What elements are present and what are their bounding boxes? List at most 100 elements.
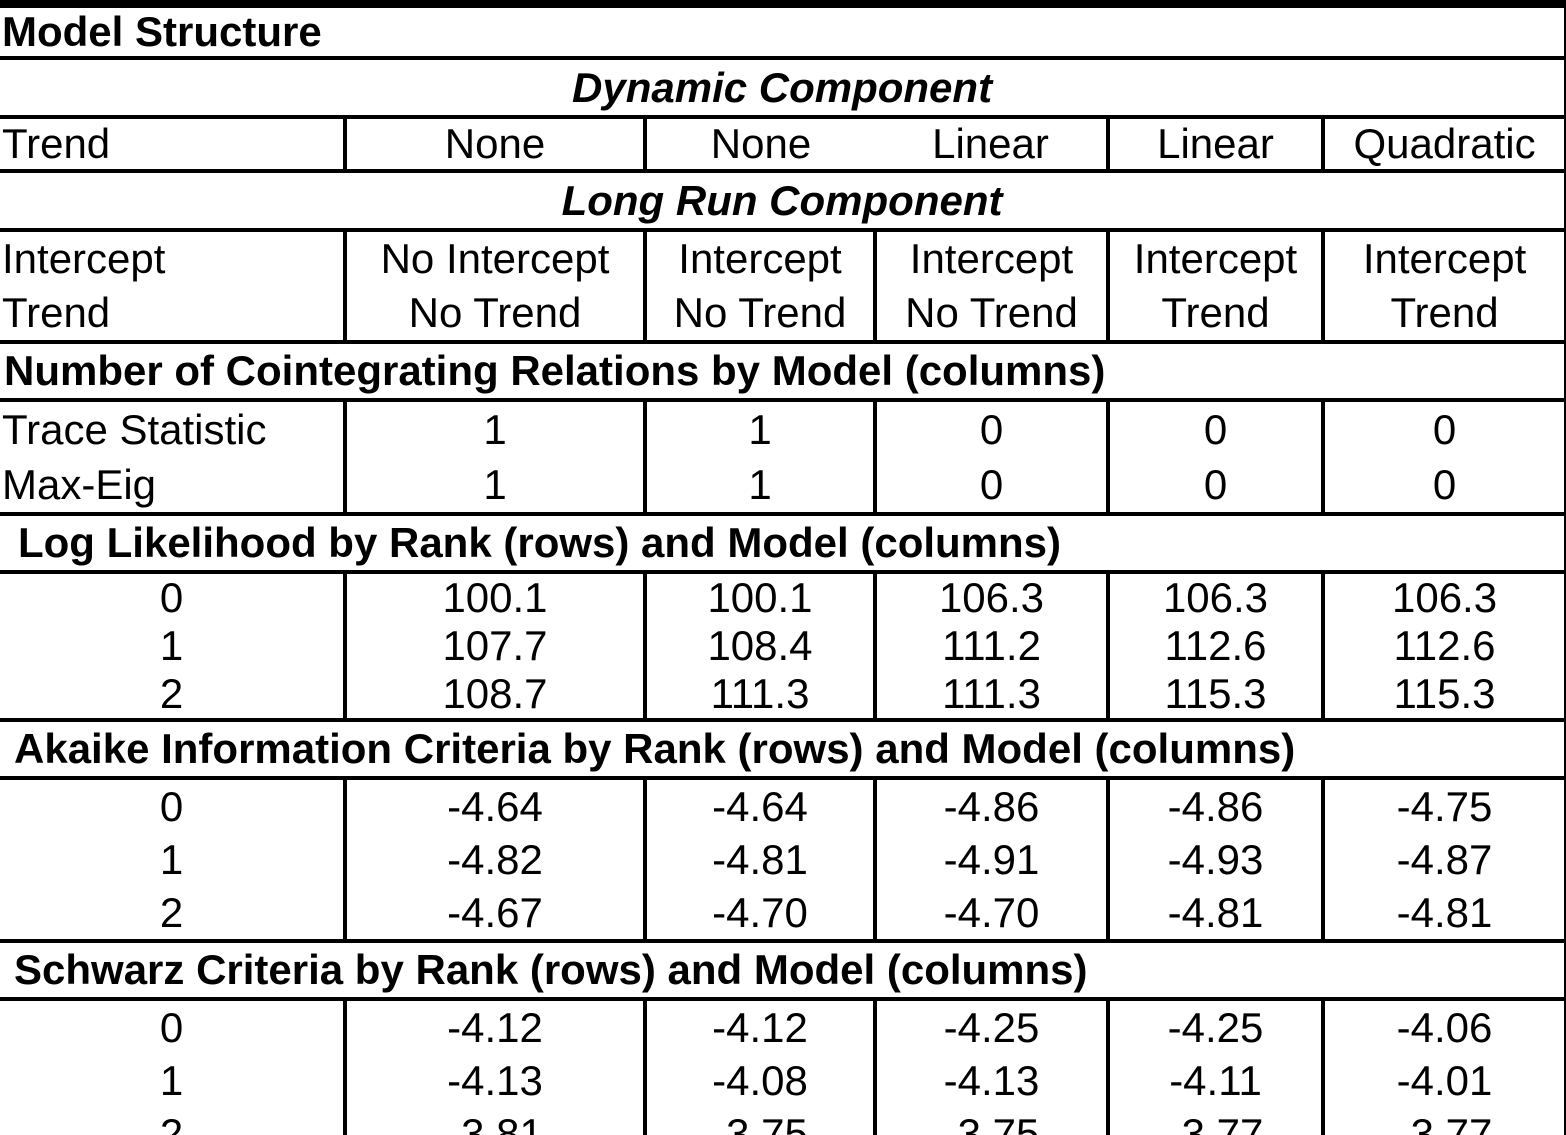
aic-value-cell: -4.64: [343, 778, 645, 833]
rank-label: 0: [159, 782, 184, 830]
rank-label: 1: [159, 622, 184, 669]
ll-value-cell: 100.1: [643, 572, 875, 622]
spec-line2: Trend: [1161, 289, 1270, 336]
table-row-aic-header: Akaike Information Criteria by Rank (row…: [0, 720, 1566, 780]
ll-value-cell: 100.1: [343, 572, 645, 622]
spec-line1: No Intercept: [380, 235, 610, 282]
rank-label: 0: [159, 574, 184, 621]
intercept-label: Intercept: [2, 235, 166, 282]
aic-value-cell: -4.86: [1106, 778, 1323, 833]
longrun-spec-cell: Intercept Trend: [1320, 230, 1566, 344]
trace-value-cell: 0: [873, 400, 1108, 457]
spec-line2: No Trend: [408, 289, 582, 336]
spec-line1: Intercept: [678, 235, 842, 282]
trend-value-cell: Linear: [875, 117, 1108, 173]
table-row-sc-0: 0 -4.12 -4.12 -4.25 -4.25 -4.06: [0, 999, 1566, 1054]
maxeig-value-cell: 0: [1106, 457, 1323, 516]
ll-value-cell: 106.3: [1106, 572, 1323, 622]
cointegrating-relations-header: Number of Cointegrating Relations by Mod…: [0, 342, 1566, 402]
ll-value-cell: 108.4: [643, 622, 875, 670]
sc-value-cell: -4.08: [643, 1054, 875, 1107]
sc-value-cell: -3.75: [873, 1107, 1108, 1135]
table-row-aic-1: 1 -4.82 -4.81 -4.91 -4.93 -4.87: [0, 833, 1566, 886]
longrun-spec-cell: No Intercept No Trend: [343, 230, 645, 344]
table-row-ll-header: Log Likelihood by Rank (rows) and Model …: [0, 514, 1566, 574]
sc-value-cell: -4.12: [643, 999, 875, 1054]
ll-value-cell: 111.2: [873, 622, 1108, 670]
ll-value-cell: 107.7: [343, 622, 645, 670]
aic-value-cell: -4.81: [1106, 886, 1323, 943]
ll-value-cell: 115.3: [1106, 670, 1323, 722]
sc-value-cell: -4.11: [1106, 1054, 1323, 1107]
table-row-sc-header: Schwarz Criteria by Rank (rows) and Mode…: [0, 941, 1566, 1001]
rank-label: 1: [159, 1056, 184, 1104]
aic-value-cell: -4.81: [643, 833, 875, 886]
aic-value-cell: -4.67: [343, 886, 645, 943]
rank-label: 2: [0, 886, 345, 943]
sc-value-cell: -4.12: [343, 999, 645, 1054]
spec-line1: Intercept: [1362, 235, 1527, 282]
table-row-sc-2: 2 -3.81 -3.75 -3.75 -3.77 -3.77: [0, 1107, 1566, 1135]
sc-value-cell: -3.81: [343, 1107, 645, 1135]
spec-line2: No Trend: [905, 289, 1078, 336]
table-row-ll-2: 2 108.7 111.3 111.3 115.3 115.3: [0, 670, 1566, 722]
spec-line2: No Trend: [673, 289, 847, 336]
rank-label: 0: [159, 1003, 184, 1051]
maxeig-row-label: Max-Eig: [0, 457, 345, 516]
table-row-intercept-trend: Intercept Trend No Intercept No Trend In…: [0, 230, 1566, 344]
long-run-component-header: Long Run Component: [0, 171, 1566, 232]
table-row-ll-1: 1 107.7 108.4 111.2 112.6 112.6: [0, 622, 1566, 670]
ll-value-cell: 111.3: [873, 670, 1108, 722]
trace-value-cell: 1: [343, 400, 645, 457]
table-row-sc-1: 1 -4.13 -4.08 -4.13 -4.11 -4.01: [0, 1054, 1566, 1107]
aic-value-cell: -4.64: [643, 778, 875, 833]
table-row-aic-0: 0 -4.64 -4.64 -4.86 -4.86 -4.75: [0, 778, 1566, 833]
trend-value-cell: None: [343, 117, 645, 173]
trend-value-cell: Linear: [1106, 117, 1323, 173]
table-row-maxeig: Max-Eig 1 1 0 0 0: [0, 457, 1566, 516]
sc-value-cell: -3.75: [643, 1107, 875, 1135]
aic-value-cell: -4.70: [873, 886, 1108, 943]
sc-value-cell: -4.06: [1320, 999, 1566, 1054]
ll-value-cell: 106.3: [1320, 572, 1566, 622]
table-row-trace: Trace Statistic 1 1 0 0 0: [0, 400, 1566, 457]
log-likelihood-header: Log Likelihood by Rank (rows) and Model …: [0, 514, 1566, 574]
ll-value-cell: 112.6: [1106, 622, 1323, 670]
spec-line1: Intercept: [1133, 235, 1298, 282]
rank-label: 2: [159, 1109, 184, 1135]
longrun-spec-cell: Intercept Trend: [1106, 230, 1323, 344]
maxeig-value-cell: 0: [873, 457, 1108, 516]
sc-value-cell: -4.01: [1320, 1054, 1566, 1107]
trace-value-cell: 1: [643, 400, 875, 457]
sc-value-cell: -4.25: [873, 999, 1108, 1054]
ll-value-cell: 108.7: [343, 670, 645, 722]
trace-row-label: Trace Statistic: [2, 405, 267, 453]
aic-value-cell: -4.93: [1106, 833, 1323, 886]
aic-value-cell: -4.91: [873, 833, 1108, 886]
trend-label: Trend: [2, 289, 111, 336]
model-structure-title: Model Structure: [0, 4, 1566, 60]
spec-line1: Intercept: [909, 235, 1074, 282]
aic-value-cell: -4.70: [643, 886, 875, 943]
schwarz-header: Schwarz Criteria by Rank (rows) and Mode…: [0, 941, 1566, 1001]
sc-value-cell: -4.13: [873, 1054, 1108, 1107]
aic-value-cell: -4.82: [343, 833, 645, 886]
table-row-trend: Trend None None Linear Linear Quadratic: [0, 117, 1566, 173]
table-row-dynamic-header: Dynamic Component: [0, 58, 1566, 119]
table-row-coint-header: Number of Cointegrating Relations by Mod…: [0, 342, 1566, 402]
dynamic-component-header: Dynamic Component: [0, 58, 1566, 119]
longrun-spec-cell: Intercept No Trend: [873, 230, 1108, 344]
rank-label: 2: [0, 670, 345, 722]
aic-value-cell: -4.75: [1320, 778, 1566, 833]
sc-value-cell: -3.77: [1106, 1107, 1323, 1135]
trend-row-label: Trend: [0, 117, 345, 173]
trend-value-cell: Quadratic: [1320, 117, 1566, 173]
longrun-spec-cell: Intercept No Trend: [643, 230, 875, 344]
aic-value-cell: -4.86: [873, 778, 1108, 833]
maxeig-value-cell: 1: [643, 457, 875, 516]
table-row-aic-2: 2 -4.67 -4.70 -4.70 -4.81 -4.81: [0, 886, 1566, 943]
sc-value-cell: -3.77: [1320, 1107, 1566, 1135]
rank-label: 1: [159, 835, 184, 883]
trend-value-cell: None: [643, 117, 875, 173]
